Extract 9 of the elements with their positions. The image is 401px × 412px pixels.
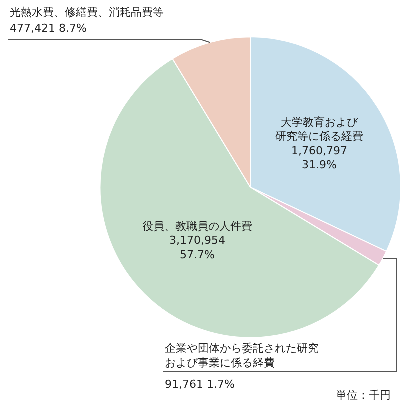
text: 単位：千円 [336, 389, 391, 402]
slice-label: 役員、教職員の人件費 [142, 220, 252, 233]
data-label: 1,760,797 31.9% [291, 144, 348, 172]
slice-label: 企業や団体から委託された研究および事業に係る経費 [165, 342, 319, 370]
data-label: 477,421 8.7% [10, 22, 87, 35]
data-label: 3,170,954 57.7% [169, 234, 226, 262]
slice-label: 光熱水費、修繕費、消耗品費等 [10, 6, 164, 19]
slice-label: 大学教育および研究等に係る経費 [275, 116, 364, 144]
data-label: 91,761 1.7% [165, 378, 235, 391]
